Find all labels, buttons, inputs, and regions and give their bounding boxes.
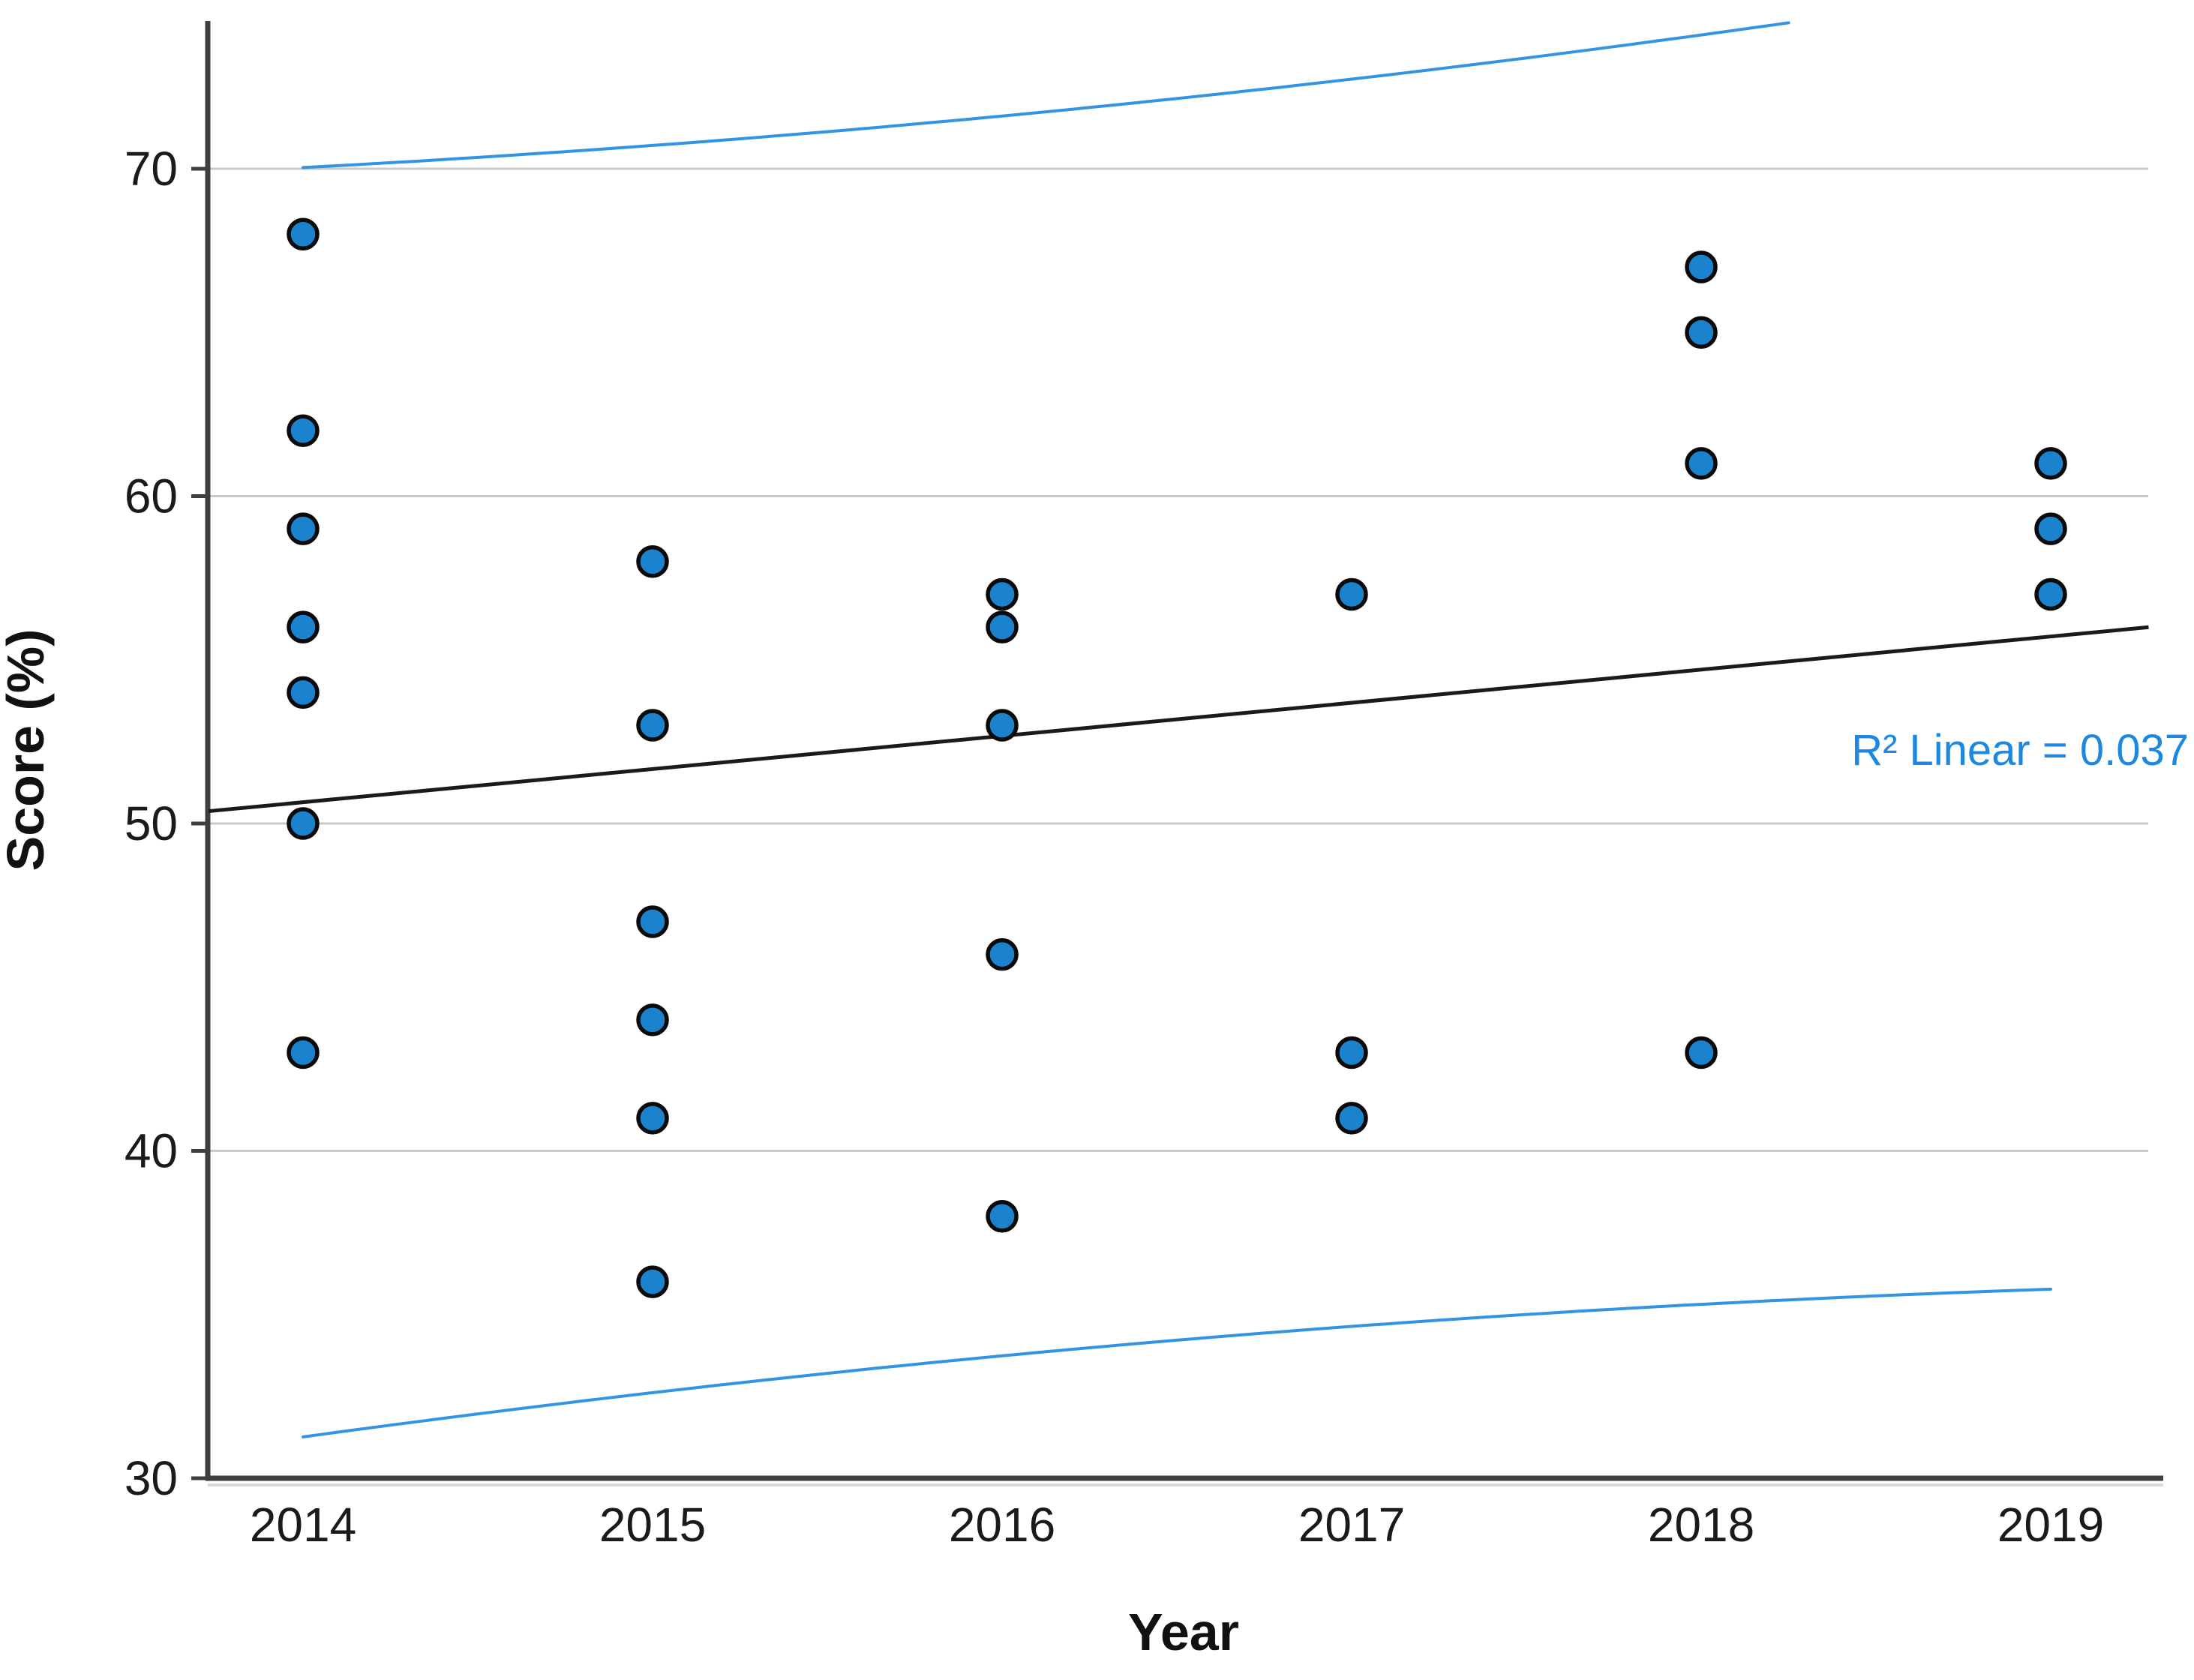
data-point <box>1335 578 1368 611</box>
y-tick-label: 70 <box>125 142 178 196</box>
data-point <box>986 610 1019 644</box>
data-point <box>1685 447 1718 480</box>
data-point <box>2034 512 2067 545</box>
data-point <box>1335 1102 1368 1135</box>
fit-line-group <box>208 625 2149 814</box>
x-tick-label: 2014 <box>250 1498 356 1552</box>
tick-labels-group: 30 40 50 60 70 2014 2015 2016 2017 2018 2019 <box>125 142 2104 1552</box>
data-point <box>986 1200 1019 1233</box>
data-point <box>636 545 669 578</box>
gridlines-group <box>208 167 2148 1152</box>
x-tick-label: 2018 <box>1648 1498 1754 1552</box>
data-point <box>287 676 320 710</box>
data-point <box>1685 250 1718 284</box>
data-point <box>287 1036 320 1070</box>
data-point <box>287 512 320 545</box>
x-axis-title: Year <box>1128 1603 1239 1661</box>
x-tick-label: 2015 <box>599 1498 706 1552</box>
y-tick-label: 50 <box>125 796 178 850</box>
data-point <box>287 807 320 840</box>
y-tick-label: 30 <box>125 1451 178 1505</box>
data-point <box>636 905 669 938</box>
data-point <box>1685 316 1718 349</box>
x-tick-label: 2017 <box>1298 1498 1405 1552</box>
prediction-band-group <box>302 21 2052 1438</box>
data-point <box>636 1265 669 1298</box>
data-point <box>636 1004 669 1036</box>
data-points-group <box>287 218 2067 1298</box>
axes-group <box>191 21 2163 1486</box>
data-point <box>986 709 1019 742</box>
data-point <box>986 938 1019 971</box>
y-axis-title: Score (%) <box>0 629 55 872</box>
data-point <box>2034 447 2067 480</box>
data-point <box>287 218 320 251</box>
data-point <box>636 709 669 742</box>
r-squared-annotation: R² Linear = 0.037 <box>1851 726 2189 775</box>
ci-upper-curve <box>302 21 1790 170</box>
y-tick-label: 60 <box>125 470 178 524</box>
data-point <box>287 610 320 644</box>
data-point <box>287 414 320 447</box>
data-point <box>1685 1036 1718 1070</box>
data-point <box>2034 578 2067 611</box>
ci-lower-curve <box>302 1287 2052 1438</box>
fit-line <box>208 625 2149 814</box>
x-tick-label: 2016 <box>949 1498 1055 1552</box>
x-tick-label: 2019 <box>1997 1498 2104 1552</box>
data-point <box>636 1102 669 1135</box>
data-point <box>1335 1036 1368 1070</box>
y-tick-label: 40 <box>125 1124 178 1178</box>
data-point <box>986 578 1019 611</box>
